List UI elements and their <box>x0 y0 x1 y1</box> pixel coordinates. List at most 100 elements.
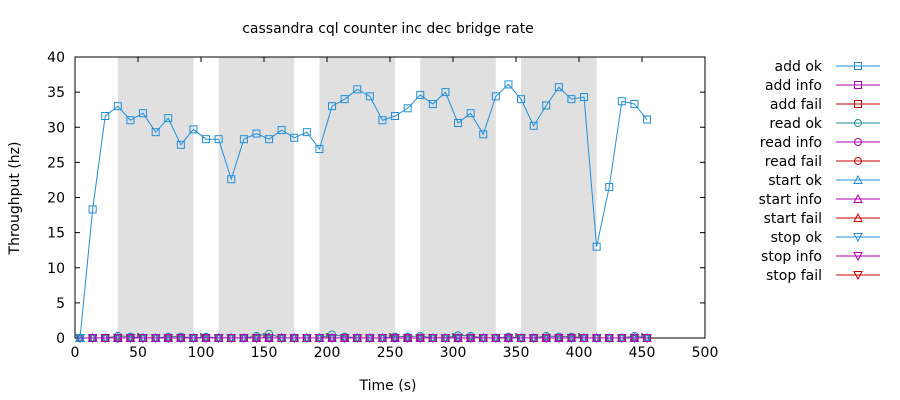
data-point-add-info <box>491 334 500 342</box>
data-point-add-info <box>88 334 97 342</box>
legend-label: add info <box>765 78 822 94</box>
data-point-add-ok <box>517 95 526 104</box>
data-point-add-info <box>340 334 349 342</box>
data-point-add-info <box>592 334 601 342</box>
data-point-add-ok <box>491 92 500 101</box>
data-point-add-ok <box>403 104 412 113</box>
axis-ticks: 0 50 100 150 200 250 300 350 400 450 500 0 5 10 15 20 25… <box>47 50 718 361</box>
series-line-add-ok <box>79 83 648 339</box>
y-tick-label: 30 <box>47 120 65 136</box>
data-point-add-ok <box>340 95 349 104</box>
legend-label: read info <box>760 135 822 151</box>
legend-marker <box>854 62 862 70</box>
data-point-add-ok <box>88 205 97 214</box>
data-point-add-info <box>101 334 110 342</box>
legend-marker <box>854 119 862 127</box>
data-point-add-ok <box>580 93 589 102</box>
legend-label: start info <box>759 192 822 208</box>
y-tick-label: 35 <box>47 85 65 101</box>
data-point-add-info <box>151 334 160 342</box>
legend-item-stop-fail: stop fail <box>766 268 880 284</box>
legend: add ok add info add fail read ok read info re… <box>759 59 880 284</box>
legend-item-add-fail: add fail <box>770 97 880 113</box>
data-point-add-info <box>164 334 173 342</box>
data-point-add-info <box>567 334 576 342</box>
legend-marker <box>853 271 863 281</box>
y-axis-label: Throughput (hz) <box>7 142 23 256</box>
legend-label: stop info <box>761 249 822 265</box>
x-tick-label: 250 <box>377 345 404 361</box>
data-point-add-ok <box>454 119 463 128</box>
data-point-add-info <box>189 334 198 342</box>
data-point-add-info <box>139 334 148 342</box>
data-point-add-ok <box>542 101 551 110</box>
data-point-add-ok <box>302 128 311 137</box>
data-point-add-info <box>252 334 261 342</box>
data-point-add-ok <box>214 135 223 144</box>
data-point-add-info <box>517 334 526 342</box>
data-point-add-ok <box>353 85 362 94</box>
data-point-add-info <box>302 334 311 342</box>
data-point-add-ok <box>176 140 185 149</box>
data-point-add-info <box>176 334 185 342</box>
data-point-add-info <box>391 334 400 342</box>
data-point-add-info <box>353 334 362 342</box>
data-point-add-ok <box>529 121 538 130</box>
data-point-add-info <box>202 334 211 342</box>
legend-marker <box>854 157 862 165</box>
legend-item-read-ok: read ok <box>769 116 880 132</box>
legend-item-stop-ok: stop ok <box>771 230 880 246</box>
data-point-add-info <box>630 334 639 342</box>
x-tick-label: 500 <box>692 345 719 361</box>
y-tick-label: 15 <box>47 226 65 242</box>
data-point-add-ok <box>365 92 374 101</box>
data-point-add-info <box>365 334 374 342</box>
data-point-add-ok <box>643 115 652 124</box>
series-add-info <box>76 334 652 342</box>
data-point-add-info <box>126 334 135 342</box>
x-tick-label: 200 <box>314 345 341 361</box>
data-point-add-ok <box>76 334 85 342</box>
data-point-add-ok <box>416 90 425 99</box>
data-point-add-ok <box>277 126 286 135</box>
data-point-add-info <box>265 334 274 342</box>
shaded-interval-3 <box>420 57 496 338</box>
x-tick-label: 450 <box>629 345 656 361</box>
data-point-read-ok <box>265 329 274 338</box>
legend-label: add fail <box>770 97 822 113</box>
x-tick-label: 50 <box>129 345 147 361</box>
shaded-interval-0 <box>117 57 194 338</box>
legend-label: start ok <box>768 173 823 189</box>
data-point-add-info <box>441 334 450 342</box>
data-point-add-info <box>643 334 652 342</box>
x-tick-label: 350 <box>503 345 530 361</box>
data-point-add-info <box>328 334 337 342</box>
data-point-add-ok <box>202 135 211 144</box>
data-point-add-ok <box>605 182 614 191</box>
data-point-add-info <box>315 334 324 342</box>
data-point-add-info <box>554 334 563 342</box>
legend-item-start-ok: start ok <box>768 173 880 189</box>
shaded-interval-2 <box>319 57 396 338</box>
data-point-add-ok <box>592 242 601 251</box>
data-point-add-ok <box>504 80 513 89</box>
legend-label: read ok <box>769 116 823 132</box>
data-point-add-info <box>580 334 589 342</box>
legend-item-read-fail: read fail <box>765 154 880 170</box>
data-point-add-info <box>617 334 626 342</box>
data-point-add-ok <box>328 102 337 111</box>
data-point-add-ok <box>466 109 475 118</box>
data-point-add-ok <box>252 129 261 138</box>
data-point-add-ok <box>554 83 563 92</box>
legend-marker <box>853 233 863 243</box>
data-point-add-info <box>454 334 463 342</box>
legend-marker <box>854 81 862 89</box>
data-point-add-ok <box>630 100 639 109</box>
data-point-add-ok <box>391 112 400 121</box>
data-point-add-ok <box>567 95 576 104</box>
chart-title: cassandra cql counter inc dec bridge rat… <box>242 21 534 37</box>
legend-marker <box>853 252 863 262</box>
data-point-add-info <box>277 334 286 342</box>
data-point-add-info <box>428 334 437 342</box>
